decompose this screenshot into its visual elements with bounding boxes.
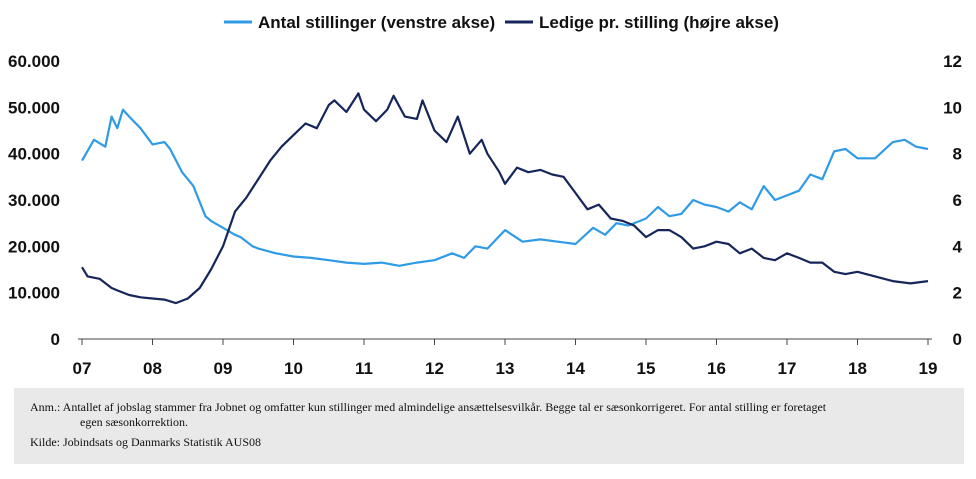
- y-right-tick-label: 12: [943, 52, 962, 71]
- note-anm-line2: egen sæsonkorrektion.: [80, 415, 188, 429]
- y-left-tick-label: 40.000: [8, 145, 60, 164]
- x-tick-label: 08: [143, 359, 162, 378]
- note-source: Kilde: Jobindsats og Danmarks Statistik …: [30, 435, 261, 449]
- x-tick-label: 16: [707, 359, 726, 378]
- note-anm-line1: Anm.: Antallet af jobslag stammer fra Jo…: [30, 400, 827, 414]
- y-right-tick-label: 8: [953, 145, 962, 164]
- y-right-tick-label: 4: [953, 237, 963, 256]
- x-tick-label: 13: [496, 359, 515, 378]
- x-tick-label: 10: [284, 359, 303, 378]
- x-tick-label: 07: [73, 359, 92, 378]
- series-line-antal-stillinger: [81, 108, 929, 267]
- notes-box: Anm.: Antallet af jobslag stammer fra Jo…: [14, 388, 964, 464]
- y-left-tick-label: 0: [51, 330, 60, 349]
- y-left-tick-label: 30.000: [8, 191, 60, 210]
- y-right-tick-label: 6: [953, 191, 962, 210]
- y-right-tick-label: 0: [953, 330, 962, 349]
- series-group: [81, 92, 929, 305]
- x-tick-label: 17: [778, 359, 797, 378]
- x-tick-label: 09: [214, 359, 233, 378]
- y-left-tick-label: 10.000: [8, 284, 60, 303]
- x-tick-label: 18: [848, 359, 867, 378]
- y-left-tick-label: 20.000: [8, 237, 60, 256]
- y-right-tick-label: 10: [943, 98, 962, 117]
- series-line-ledige-pr-stilling: [81, 92, 929, 305]
- x-tick-label: 12: [425, 359, 444, 378]
- y-left-tick-labels: 0 10.000 20.000 30.000 40.000 50.000 60.000: [8, 52, 60, 349]
- y-right-tick-label: 2: [953, 284, 962, 303]
- y-left-tick-label: 50.000: [8, 98, 60, 117]
- x-tick-label: 15: [637, 359, 656, 378]
- x-tick-labels: 07 08 09 10 11 12 13 14 15 16 17 18 19: [73, 339, 938, 378]
- y-right-tick-labels: 0 2 4 6 8 10 12: [943, 52, 962, 349]
- x-tick-label: 19: [919, 359, 938, 378]
- x-tick-label: 14: [566, 359, 585, 378]
- legend-label-antal-stillinger: Antal stillinger (venstre akse): [258, 13, 495, 32]
- x-tick-label: 11: [355, 359, 373, 378]
- y-left-tick-label: 60.000: [8, 52, 60, 71]
- legend-label-ledige: Ledige pr. stilling (højre akse): [539, 13, 779, 32]
- legend: Antal stillinger (venstre akse) Ledige p…: [224, 13, 779, 32]
- chart-canvas: Antal stillinger (venstre akse) Ledige p…: [8, 13, 963, 378]
